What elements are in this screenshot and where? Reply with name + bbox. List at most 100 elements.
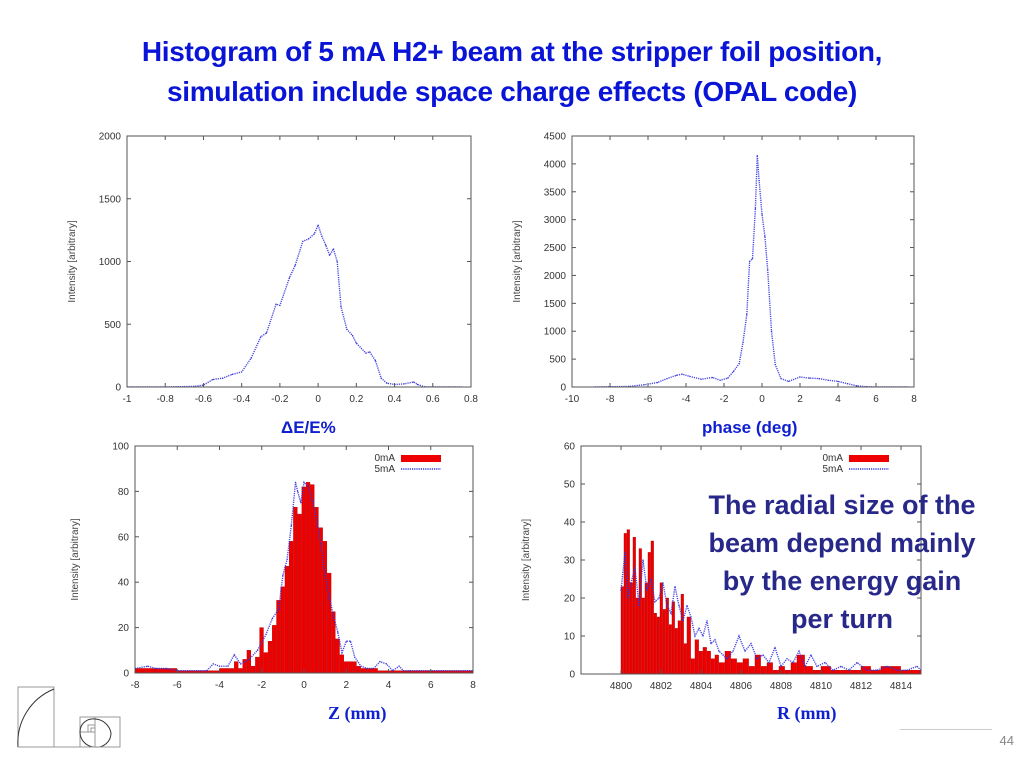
y-tick-label: 1000 [544, 327, 567, 338]
bar-0mA [289, 541, 294, 673]
data-point-5mA [808, 377, 811, 379]
x-tick-label: 0.8 [464, 394, 478, 405]
x-tick-label: -4 [682, 394, 691, 405]
data-point-5mA [698, 627, 700, 630]
data-point-5mA [317, 224, 319, 226]
data-point-5mA [328, 254, 331, 256]
data-point-5mA [227, 665, 229, 667]
bar-0mA [322, 541, 328, 673]
bar-0mA [620, 586, 624, 674]
golden-spiral-icon [17, 686, 121, 748]
data-point-5mA [346, 328, 348, 330]
x-tick-label: -0.2 [271, 394, 289, 405]
bar-0mA [310, 484, 315, 673]
bar-0mA [724, 651, 731, 674]
x-tick-label: -2 [720, 394, 729, 405]
data-point-5mA [413, 381, 415, 383]
bar-0mA [674, 628, 678, 674]
bar-0mA [766, 662, 773, 674]
bar-0mA [653, 613, 657, 674]
data-point-5mA [260, 336, 262, 338]
data-point-5mA [756, 154, 758, 157]
data-point-5mA [714, 639, 716, 641]
data-point-5mA [240, 663, 242, 665]
phase-axis-caption: phase (deg) [702, 418, 798, 437]
data-point-5mA [738, 362, 740, 365]
bar-0mA [840, 670, 851, 674]
bar-0mA [272, 625, 277, 673]
bar-0mA [367, 668, 378, 673]
note-line-4: per turn [790, 604, 893, 634]
data-point-5mA [265, 633, 267, 636]
data-point-5mA [303, 481, 305, 483]
y-tick-label: 1500 [544, 299, 567, 310]
data-point-5mA [231, 373, 233, 376]
y-axis-label: Intensity [arbitrary] [521, 519, 532, 601]
x-tick-label: 6 [428, 680, 434, 691]
data-point-5mA [297, 490, 299, 492]
data-point-5mA [848, 669, 850, 671]
data-point-5mA [666, 378, 668, 380]
data-point-5mA [638, 605, 640, 607]
data-point-5mA [706, 620, 708, 622]
data-point-5mA [786, 658, 788, 660]
data-point-5mA [689, 375, 691, 378]
data-point-5mA [670, 612, 672, 614]
data-point-5mA [212, 378, 214, 381]
data-point-5mA [866, 669, 868, 671]
y-axis-label: Intensity [arbitrary] [70, 518, 81, 600]
y-axis-label: Intensity [arbitrary] [512, 220, 523, 302]
x-tick-label: -2 [257, 680, 266, 691]
data-point-5mA [837, 380, 839, 383]
x-tick-label: 4800 [610, 681, 633, 692]
x-tick-label: -1 [123, 394, 132, 405]
data-point-5mA [876, 669, 878, 671]
x-tick-label: 4812 [850, 681, 873, 692]
page-number: 44 [999, 733, 1014, 748]
data-point-5mA [719, 379, 721, 381]
data-point-5mA [856, 385, 858, 387]
bar-0mA [742, 658, 749, 674]
data-point-5mA [336, 260, 338, 263]
data-point-5mA [349, 640, 352, 642]
data-point-5mA [646, 589, 648, 592]
data-point-5mA [768, 662, 770, 664]
y-tick-label: 4000 [544, 159, 567, 170]
data-point-5mA [770, 330, 773, 332]
bar-0mA [694, 639, 699, 674]
series-line-5mA [594, 155, 909, 387]
data-point-5mA [278, 608, 280, 611]
data-point-5mA [856, 662, 858, 664]
data-point-5mA [155, 667, 157, 670]
plot-area [620, 529, 921, 674]
bar-0mA [352, 661, 357, 673]
data-point-5mA [187, 670, 189, 672]
bar-0mA [760, 666, 767, 674]
x-tick-label: 4 [835, 394, 841, 405]
legend-label: 0mA [822, 453, 843, 464]
x-tick-label: -8 [131, 680, 140, 691]
data-point-5mA [832, 669, 834, 671]
bar-0mA [348, 661, 353, 673]
data-point-5mA [690, 616, 692, 618]
data-point-5mA [221, 377, 224, 379]
y-tick-label: 2000 [99, 132, 122, 143]
data-point-5mA [840, 665, 842, 668]
bar-0mA [812, 670, 821, 674]
data-point-5mA [307, 486, 309, 488]
data-point-5mA [355, 342, 357, 344]
data-point-5mA [354, 656, 356, 658]
data-point-5mA [726, 658, 728, 660]
data-point-5mA [398, 665, 400, 667]
data-point-5mA [256, 649, 259, 651]
data-point-5mA [799, 376, 801, 378]
bar-0mA [145, 668, 156, 673]
bar-0mA [229, 668, 235, 673]
data-point-5mA [624, 551, 626, 554]
bar-0mA [804, 666, 813, 674]
data-point-5mA [744, 650, 746, 652]
data-point-5mA [332, 615, 335, 617]
x-tick-label: 4814 [890, 681, 913, 692]
